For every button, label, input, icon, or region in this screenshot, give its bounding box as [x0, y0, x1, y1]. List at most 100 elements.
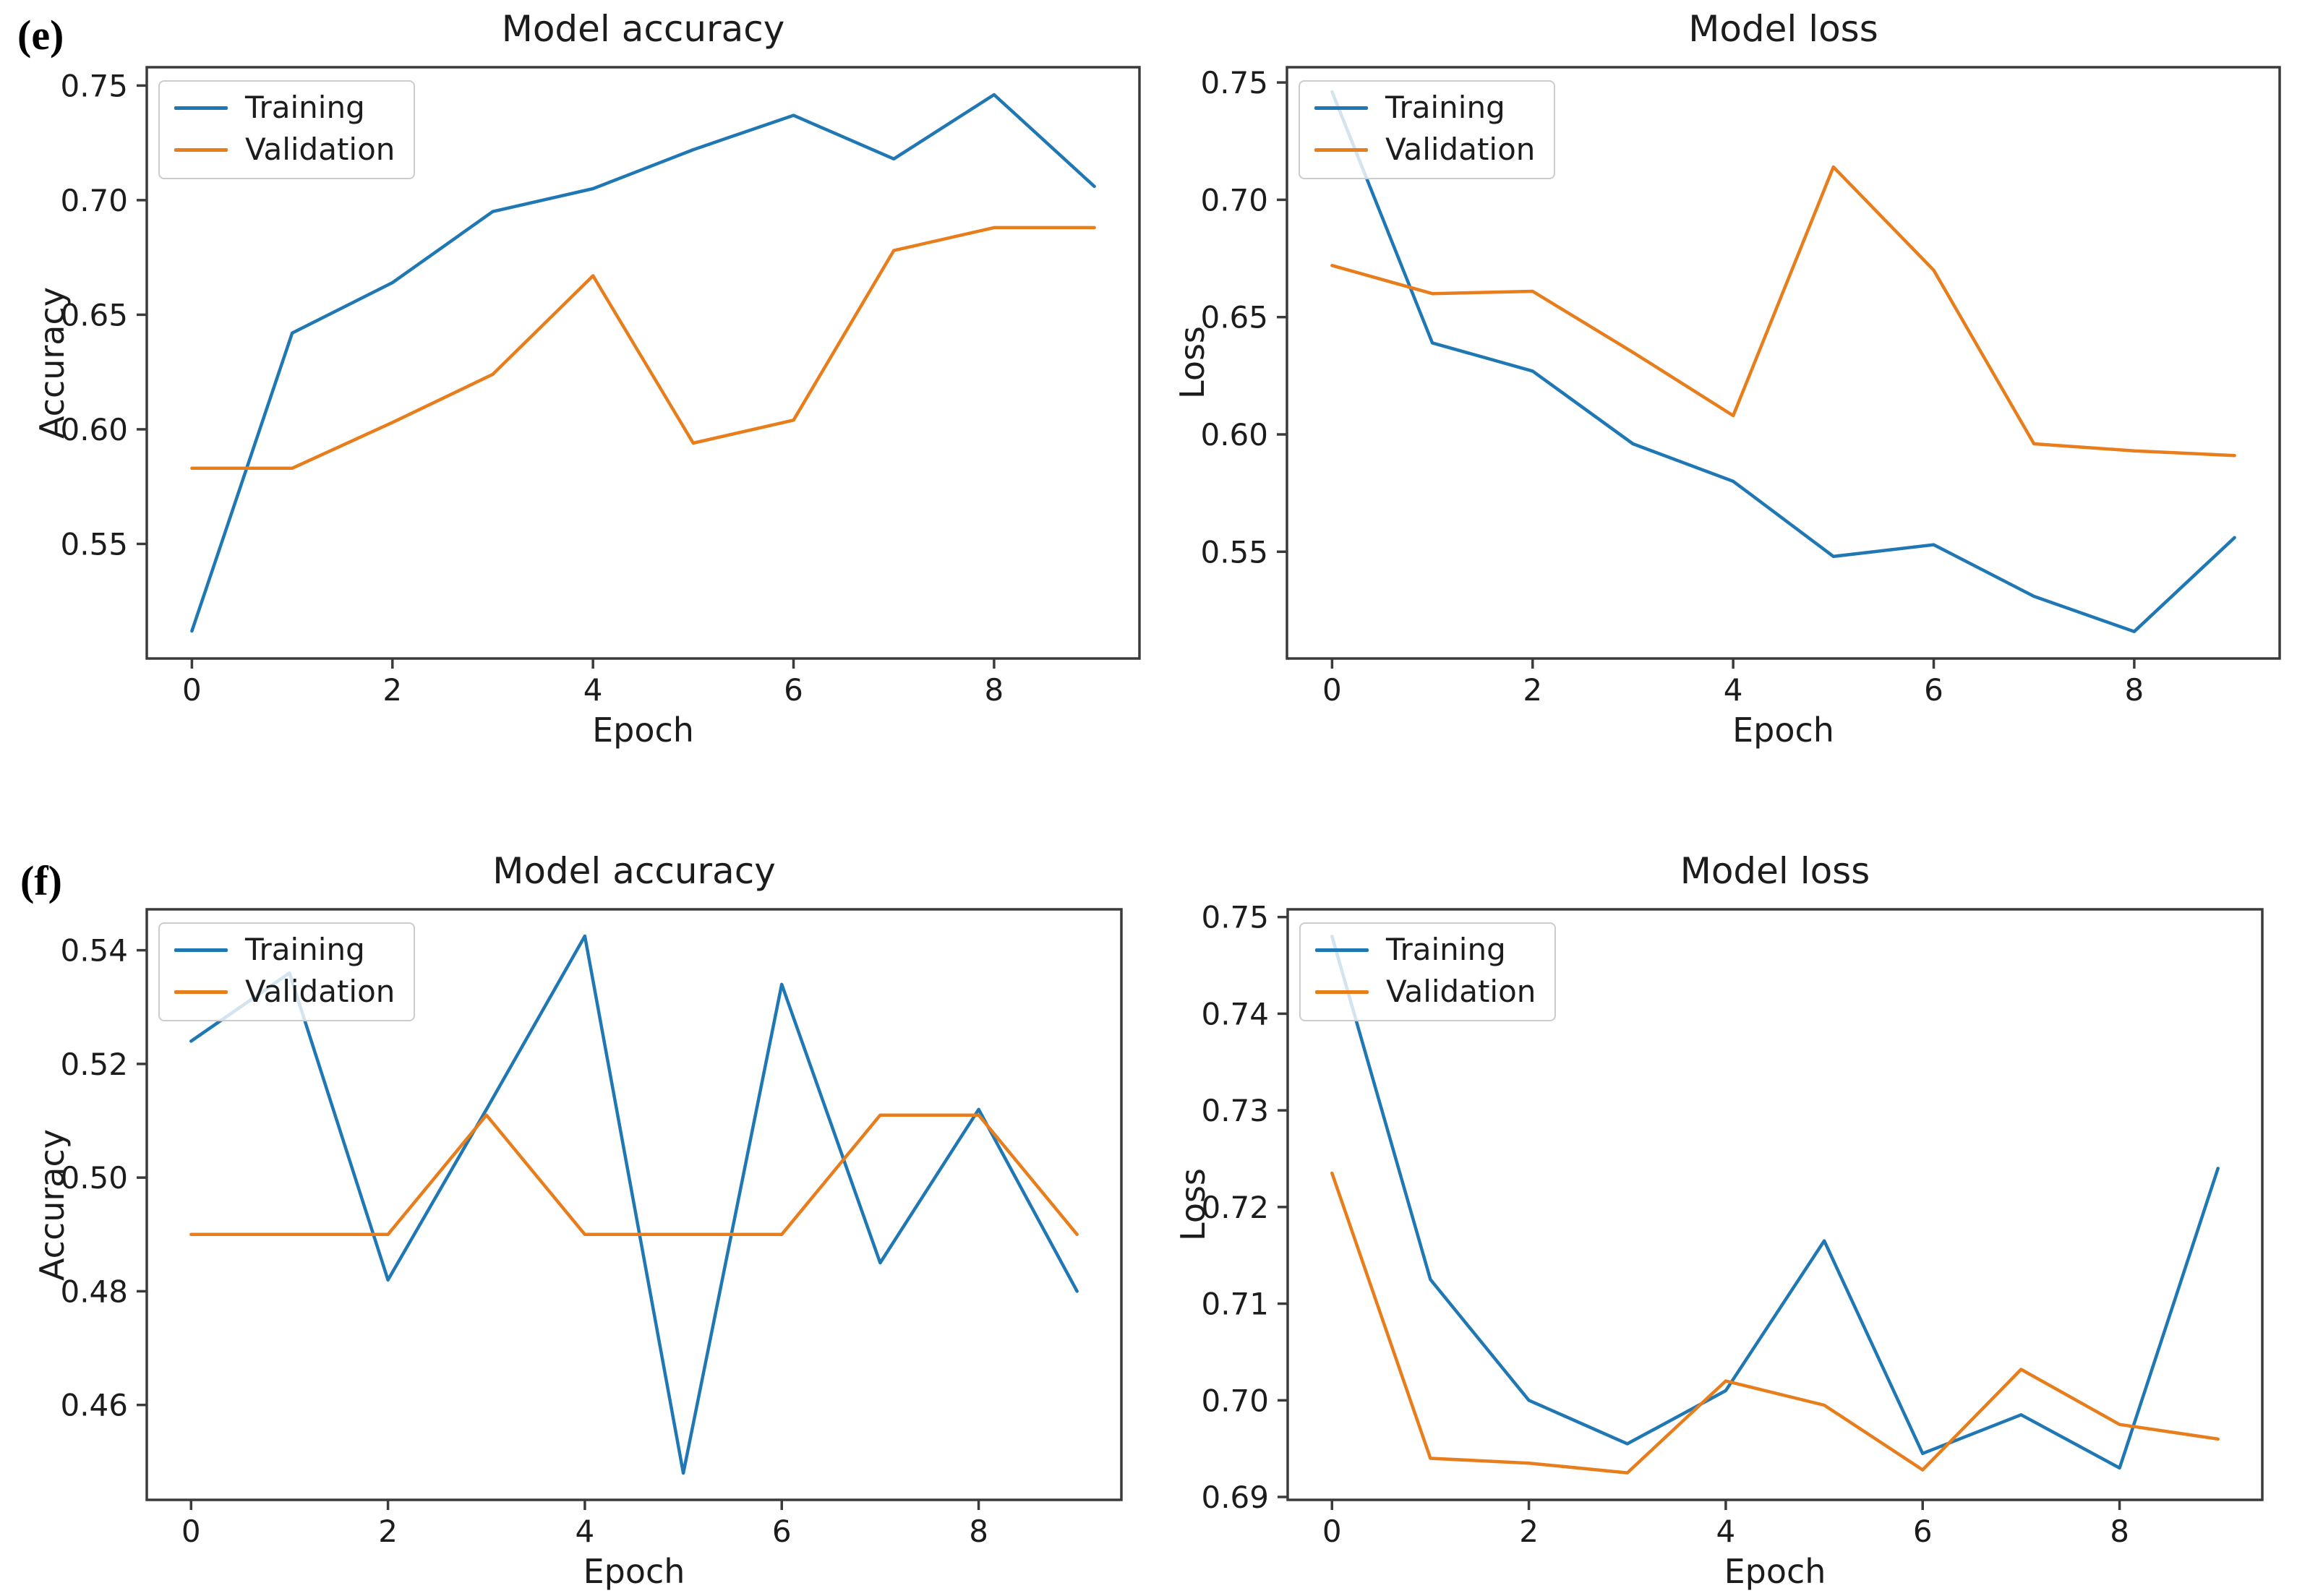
x-tick-label: 0: [181, 1514, 201, 1549]
x-tick-label: 6: [1913, 1514, 1933, 1549]
legend-label-training: Training: [1385, 90, 1505, 125]
legend-label-validation: Validation: [245, 132, 395, 168]
chart-f-accuracy: 0 2 4 6 8 0.46 0.48 0.50 0.52 0.54 Model accuracy…: [33, 851, 1123, 1589]
x-tick-label: 8: [2110, 1514, 2129, 1549]
y-tick-label: 0.75: [1201, 900, 1269, 935]
x-tick-label: 8: [985, 672, 1004, 708]
y-tick-label: 0.75: [60, 68, 128, 103]
chart-title: Model accuracy: [492, 850, 776, 892]
panel-label-e: (e): [17, 12, 64, 59]
x-axis-label: Epoch: [1724, 1552, 1826, 1591]
validation-line-swatch: [1314, 147, 1368, 152]
training-line-swatch: [174, 948, 228, 952]
x-tick-label: 0: [1322, 1514, 1342, 1549]
line-validation: [1330, 1171, 2220, 1475]
chart-title: Model accuracy: [501, 8, 785, 50]
x-tick-label: 6: [1924, 672, 1943, 708]
x-tick-label: 6: [784, 672, 803, 708]
y-axis-label: Loss: [1173, 326, 1212, 400]
x-axis-label: Epoch: [1732, 711, 1834, 750]
legend-label-validation: Validation: [1386, 974, 1536, 1010]
line-training: [189, 934, 1079, 1475]
legend: Training Validation: [1299, 80, 1556, 179]
line-validation: [189, 1113, 1079, 1237]
legend-item-validation: Validation: [174, 974, 395, 1009]
x-tick-label: 0: [1322, 672, 1342, 708]
x-axis-label: Epoch: [583, 1552, 685, 1591]
y-tick-label: 0.48: [60, 1274, 128, 1309]
y-tick-label: 0.72: [1201, 1190, 1269, 1225]
training-line-swatch: [1315, 948, 1369, 952]
legend-item-training: Training: [1314, 90, 1535, 125]
y-tick-label: 0.73: [1201, 1093, 1269, 1128]
legend-item-validation: Validation: [174, 132, 395, 167]
legend-item-training: Training: [174, 90, 395, 125]
validation-line-swatch: [1315, 990, 1369, 994]
y-axis-label: Accuracy: [33, 287, 72, 439]
legend-label-training: Training: [245, 90, 365, 125]
plot-area: 0 2 4 6 8 0.46 0.48 0.50 0.52 0.54: [60, 908, 1123, 1549]
y-tick-label: 0.55: [1200, 534, 1268, 570]
legend-item-training: Training: [174, 932, 395, 967]
training-line-swatch: [174, 106, 228, 110]
x-tick-label: 4: [1724, 672, 1743, 708]
legend-label-training: Training: [1386, 932, 1506, 967]
plot-area: 0 2 4 6 8 0.69 0.70 0.71 0.72 0.73 0.74 0.75: [1201, 900, 2264, 1549]
chart-f-loss: 0 2 4 6 8 0.69 0.70 0.71 0.72 0.73 0.74 0.75 Model …: [1173, 851, 2264, 1589]
line-training: [1330, 90, 2236, 633]
chart-e-loss: 0 2 4 6 8 0.55 0.60 0.65 0.70 0.75 Model loss Los…: [1173, 9, 2281, 748]
chart-title: Model loss: [1680, 850, 1870, 892]
training-line-swatch: [1314, 106, 1368, 110]
y-tick-label: 0.60: [1200, 417, 1268, 452]
y-tick-label: 0.65: [1200, 300, 1268, 335]
legend: Training Validation: [1299, 922, 1557, 1021]
chart-title: Model loss: [1688, 8, 1878, 50]
y-tick-label: 0.70: [60, 183, 128, 218]
line-training: [1330, 935, 2220, 1470]
line-validation: [1330, 165, 2236, 458]
x-axis-label: Epoch: [592, 711, 694, 750]
legend-label-validation: Validation: [245, 974, 395, 1010]
y-axis-label: Accuracy: [33, 1128, 72, 1281]
validation-line-swatch: [174, 990, 228, 994]
y-axis-label: Loss: [1173, 1168, 1212, 1241]
y-tick-label: 0.65: [60, 297, 128, 332]
y-tick-label: 0.46: [60, 1388, 128, 1423]
legend-item-training: Training: [1315, 932, 1536, 967]
x-tick-label: 2: [382, 672, 402, 708]
line-training: [190, 93, 1096, 633]
y-tick-label: 0.75: [1200, 65, 1268, 100]
y-tick-label: 0.69: [1201, 1480, 1269, 1515]
legend-item-validation: Validation: [1315, 974, 1536, 1009]
y-tick-label: 0.50: [60, 1160, 128, 1196]
x-tick-label: 8: [2125, 672, 2144, 708]
line-validation: [190, 226, 1096, 471]
y-tick-label: 0.55: [60, 526, 128, 562]
panel-label-f: (f): [20, 857, 62, 904]
y-tick-label: 0.70: [1201, 1383, 1269, 1418]
x-tick-label: 0: [182, 672, 202, 708]
x-tick-label: 2: [1523, 672, 1542, 708]
y-tick-label: 0.52: [60, 1047, 128, 1082]
y-tick-label: 0.60: [60, 412, 128, 447]
x-tick-label: 2: [378, 1514, 398, 1549]
axes-spines: [1286, 908, 2264, 1501]
plot-area: 0 2 4 6 8 0.55 0.60 0.65 0.70 0.75: [60, 66, 1141, 708]
chart-e-accuracy: 0 2 4 6 8 0.55 0.60 0.65 0.70 0.75 Model accuracy…: [33, 9, 1141, 748]
x-tick-label: 8: [969, 1514, 988, 1549]
y-tick-label: 0.54: [60, 933, 128, 969]
legend: Training Validation: [158, 922, 416, 1021]
y-tick-label: 0.74: [1201, 996, 1269, 1031]
x-tick-label: 2: [1519, 1514, 1539, 1549]
x-tick-label: 4: [1716, 1514, 1736, 1549]
x-tick-label: 4: [576, 1514, 595, 1549]
x-tick-label: 6: [772, 1514, 792, 1549]
axes-spines: [145, 66, 1141, 660]
legend-label-training: Training: [245, 932, 365, 967]
axes-spines: [1286, 66, 2281, 660]
validation-line-swatch: [174, 147, 228, 152]
x-tick-label: 4: [583, 672, 603, 708]
y-tick-label: 0.70: [1200, 182, 1268, 218]
axes-spines: [145, 908, 1123, 1501]
y-tick-label: 0.71: [1201, 1287, 1269, 1322]
